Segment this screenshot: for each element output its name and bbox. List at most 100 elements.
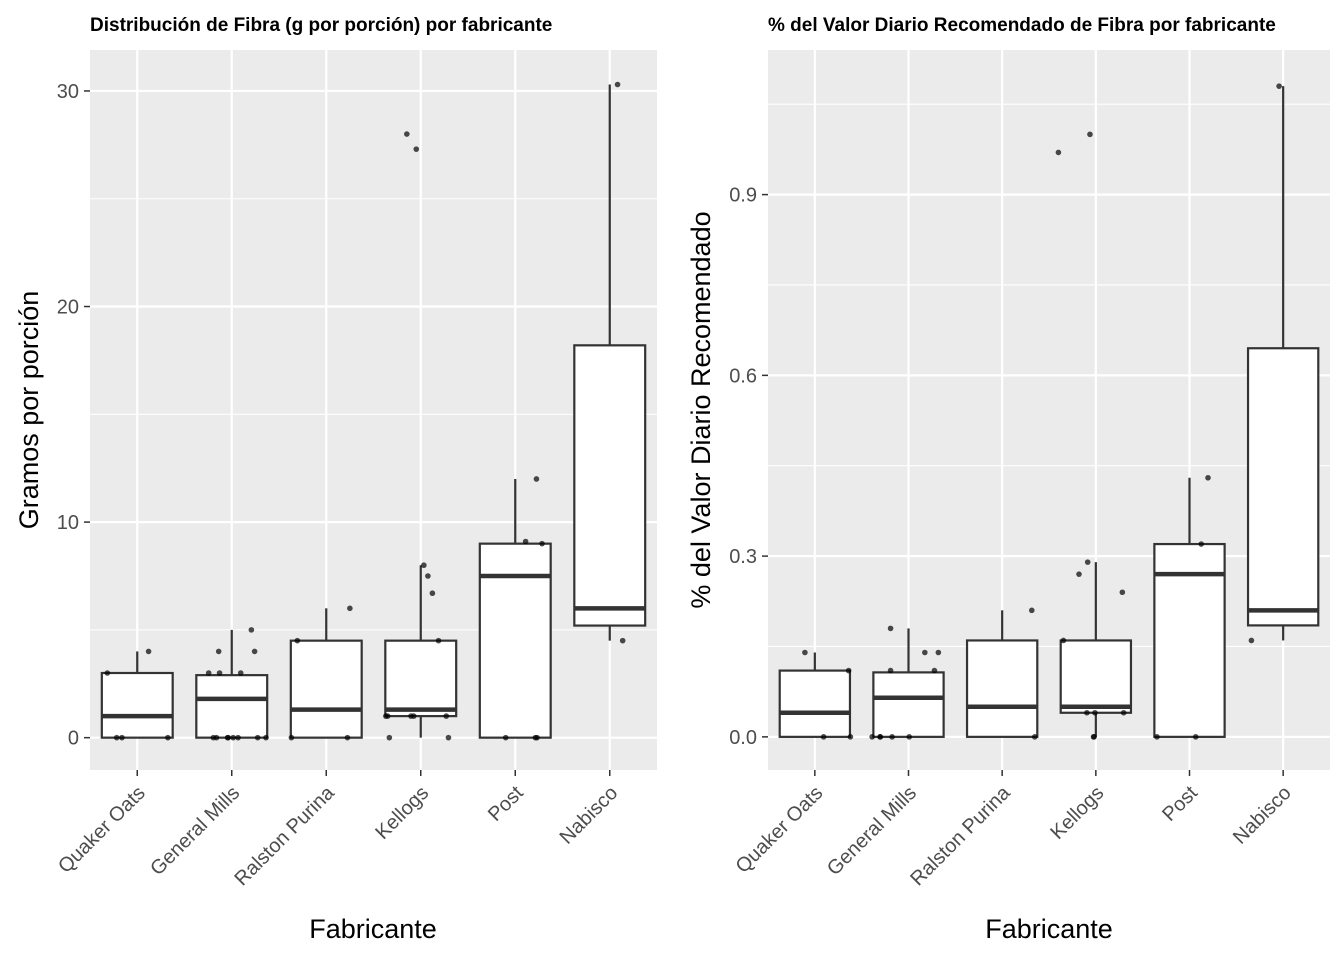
data-point [1119,589,1126,596]
data-point [145,648,152,655]
data-point [425,573,431,579]
data-point [344,734,351,741]
box-post [1153,477,1226,738]
data-point [205,670,212,676]
box-kellogs [384,565,458,738]
data-point [119,734,125,741]
x-axis-title: Fabricante [309,914,437,944]
data-point [413,146,420,152]
box-kellogs [1059,562,1133,737]
data-point [230,734,236,741]
x-tick-label: Ralston Purina [230,781,339,890]
data-point [906,734,913,740]
data-point [1120,709,1127,716]
box-quaker-oats [100,651,174,739]
box-iqr [478,542,552,739]
box-iqr [573,344,647,627]
data-point [802,649,808,656]
y-axis-title: Gramos por porción [14,291,44,530]
y-tick-label: 0 [68,728,79,750]
data-point [614,81,621,88]
y-axis-title: % del Valor Diario Recomendado [686,211,716,608]
x-axis-title: Fabricante [985,914,1113,944]
x-tick-label: Kellogs [1046,782,1108,844]
data-point [1028,607,1035,614]
box-iqr [778,669,852,738]
data-point [1154,734,1160,740]
data-point [215,648,222,655]
box-iqr [965,639,1039,738]
box-iqr [289,639,363,739]
data-point [347,605,353,612]
y-tick-label: 0.9 [729,185,757,207]
data-point [1055,149,1062,156]
data-point [254,734,261,741]
data-point [889,734,895,740]
data-point [1031,734,1038,740]
panel-1 [84,50,657,776]
data-point [410,713,417,719]
y-tick-label: 0.6 [729,365,757,387]
data-point [847,734,854,740]
data-point [887,667,894,674]
data-point [263,734,269,741]
data-point [404,131,410,137]
x-tick-label: Quaker Oats [732,782,828,878]
data-point [502,734,509,741]
data-point [421,562,427,569]
data-point [1205,474,1211,481]
data-point [1198,541,1205,547]
data-point [887,625,894,632]
data-point [1090,734,1097,740]
x-tick-label: Ralston Purina [906,781,1015,890]
data-point [237,670,244,676]
panel-2 [762,50,1330,776]
data-point [1192,734,1199,740]
plot-background [90,50,657,770]
data-point [384,713,391,719]
box-iqr [384,639,458,718]
data-point [443,713,450,719]
data-point [1084,709,1090,716]
data-point [248,627,255,633]
box-ralston-purina [965,610,1039,738]
chart-title: % del Valor Diario Recomendado de Fibra … [768,15,1276,36]
data-point [534,734,540,741]
data-point [922,649,928,656]
data-point [522,538,529,545]
x-tick-label: Kellogs [371,782,433,844]
data-point [1092,709,1098,716]
box-general-mills [872,628,945,738]
data-point [619,637,626,644]
x-tick-label: Nabisco [1229,782,1296,849]
data-point [931,667,938,674]
data-point [539,540,545,547]
x-tick-label: Nabisco [556,782,623,849]
box-post [478,478,552,739]
box-iqr [1246,347,1320,627]
x-tick-label: General Mills [146,782,244,880]
y-tick-label: 20 [57,297,79,319]
x-tick-label: General Mills [823,782,921,880]
y-tick-label: 10 [57,512,79,534]
data-point [113,734,120,741]
data-point [845,667,852,674]
data-point [1276,83,1282,89]
data-point [1084,559,1091,565]
data-point [386,734,393,741]
data-point [235,734,241,741]
data-point [104,670,111,676]
y-tick-label: 30 [57,81,79,103]
y-tick-label: 0.3 [729,546,757,568]
data-point [210,734,217,741]
box-nabisco [573,84,647,641]
data-point [288,734,295,741]
box-quaker-oats [778,652,852,738]
data-point [294,637,301,644]
data-point [224,734,231,741]
box-nabisco [1246,86,1320,641]
data-point [533,476,540,482]
data-point [877,734,883,740]
x-tick-label: Post [484,782,528,826]
